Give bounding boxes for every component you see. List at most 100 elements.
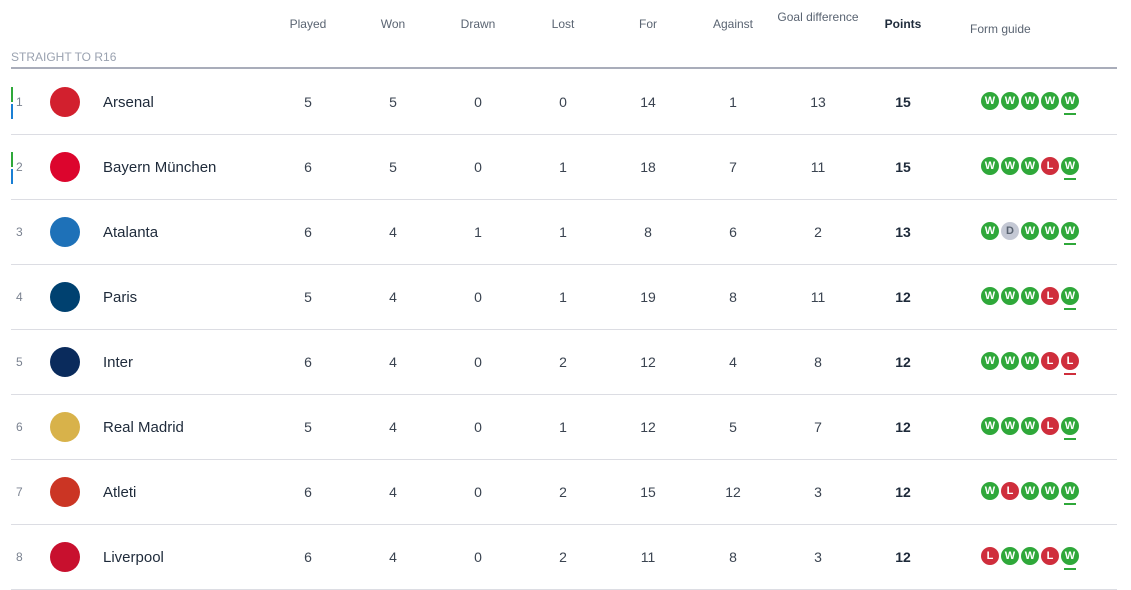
form-result-win[interactable]: W	[1061, 157, 1079, 180]
table-row[interactable]: 7 Atleti 6 4 0 2 15 12 3 12 W L W W W	[11, 460, 1117, 525]
team-name[interactable]: Inter	[103, 354, 134, 371]
team-name[interactable]: Paris	[103, 289, 138, 306]
qualification-marker-green	[11, 87, 13, 102]
table-row[interactable]: 2 Bayern München 6 5 0 1 18 7 11 15 W W W L W	[11, 135, 1117, 200]
header-goal-difference: Goal difference	[777, 10, 859, 24]
table-row[interactable]: 3 Atalanta 6 4 1 1 8 6 2 13 W D W W W	[11, 200, 1117, 265]
section-divider	[11, 67, 1117, 69]
form-result-win[interactable]: W	[1021, 92, 1039, 110]
played-value: 5	[304, 289, 312, 305]
form-result-win[interactable]: W	[1061, 287, 1079, 310]
position: 7	[16, 485, 23, 499]
form-result-win[interactable]: W	[1061, 417, 1079, 440]
header-drawn: Drawn	[460, 17, 496, 31]
form-result-win[interactable]: W	[1021, 547, 1039, 565]
form-result-win[interactable]: W	[981, 417, 999, 435]
played-value: 6	[304, 354, 312, 370]
form-result-loss[interactable]: L	[1041, 352, 1059, 370]
form-result-win[interactable]: W	[1021, 482, 1039, 500]
form-result-win[interactable]: W	[1021, 222, 1039, 240]
points-value: 15	[895, 159, 911, 175]
team-name[interactable]: Atalanta	[103, 224, 159, 241]
played-value: 6	[304, 224, 312, 240]
table-row[interactable]: 5 Inter 6 4 0 2 12 4 8 12 W W W L L	[11, 330, 1117, 395]
against-value: 4	[729, 354, 737, 370]
gd-value: 3	[814, 484, 822, 500]
form-result-win[interactable]: W	[981, 157, 999, 175]
team-name[interactable]: Arsenal	[103, 94, 154, 111]
form-result-win[interactable]: W	[1021, 287, 1039, 305]
form-result-loss[interactable]: L	[1041, 417, 1059, 435]
for-value: 18	[640, 159, 656, 175]
points-value: 12	[895, 549, 911, 565]
drawn-value: 0	[474, 289, 482, 305]
played-value: 6	[304, 159, 312, 175]
gd-value: 8	[814, 354, 822, 370]
form-result-win[interactable]: W	[1061, 222, 1079, 245]
psg-crest-icon	[50, 282, 80, 312]
form-result-loss[interactable]: L	[1041, 157, 1059, 175]
section-label: STRAIGHT TO R16	[11, 50, 117, 64]
form-result-draw[interactable]: D	[1001, 222, 1019, 240]
gd-value: 7	[814, 419, 822, 435]
against-value: 5	[729, 419, 737, 435]
form-result-win[interactable]: W	[981, 287, 999, 305]
form-result-win[interactable]: W	[981, 222, 999, 240]
form-result-win[interactable]: W	[1001, 417, 1019, 435]
won-value: 5	[389, 159, 397, 175]
form-result-loss[interactable]: L	[1041, 287, 1059, 305]
form-result-win[interactable]: W	[1001, 157, 1019, 175]
form-result-win[interactable]: W	[1021, 417, 1039, 435]
won-value: 4	[389, 549, 397, 565]
form-result-win[interactable]: W	[1001, 92, 1019, 110]
drawn-value: 1	[474, 224, 482, 240]
gd-value: 2	[814, 224, 822, 240]
position: 3	[16, 225, 23, 239]
played-value: 6	[304, 484, 312, 500]
form-result-loss[interactable]: L	[1001, 482, 1019, 500]
form-result-win[interactable]: W	[981, 92, 999, 110]
form-result-win[interactable]: W	[1001, 352, 1019, 370]
drawn-value: 0	[474, 159, 482, 175]
form-result-win[interactable]: W	[1061, 482, 1079, 505]
form-result-win[interactable]: W	[1061, 547, 1079, 570]
form-result-win[interactable]: W	[1041, 92, 1059, 110]
points-value: 12	[895, 484, 911, 500]
form-result-loss[interactable]: L	[1061, 352, 1079, 375]
against-value: 8	[729, 549, 737, 565]
team-name[interactable]: Liverpool	[103, 549, 164, 566]
form-result-loss[interactable]: L	[981, 547, 999, 565]
team-name[interactable]: Bayern München	[103, 159, 217, 176]
table-row[interactable]: 8 Liverpool 6 4 0 2 11 8 3 12 L W W L W	[11, 525, 1117, 590]
form-result-win[interactable]: W	[1061, 92, 1079, 115]
position: 8	[16, 550, 23, 564]
form-result-win[interactable]: W	[1001, 547, 1019, 565]
form-result-win[interactable]: W	[1021, 352, 1039, 370]
form-result-loss[interactable]: L	[1041, 547, 1059, 565]
team-name[interactable]: Atleti	[103, 484, 137, 501]
form-result-win[interactable]: W	[1041, 222, 1059, 240]
table-row[interactable]: 4 Paris 5 4 0 1 19 8 11 12 W W W L W	[11, 265, 1117, 330]
form-result-win[interactable]: W	[1021, 157, 1039, 175]
bayern-crest-icon	[50, 152, 80, 182]
lost-value: 2	[559, 484, 567, 500]
won-value: 4	[389, 289, 397, 305]
form-result-win[interactable]: W	[981, 482, 999, 500]
form-result-win[interactable]: W	[1001, 287, 1019, 305]
form-result-win[interactable]: W	[981, 352, 999, 370]
real-madrid-crest-icon	[50, 412, 80, 442]
gd-value: 11	[810, 159, 826, 175]
drawn-value: 0	[474, 419, 482, 435]
gd-value: 3	[814, 549, 822, 565]
lost-value: 1	[559, 159, 567, 175]
lost-value: 0	[559, 94, 567, 110]
table-row[interactable]: 6 Real Madrid 5 4 0 1 12 5 7 12 W W W L W	[11, 395, 1117, 460]
lost-value: 2	[559, 354, 567, 370]
table-row[interactable]: 1 Arsenal 5 5 0 0 14 1 13 15 W W W W W	[11, 70, 1117, 135]
form-result-win[interactable]: W	[1041, 482, 1059, 500]
team-name[interactable]: Real Madrid	[103, 419, 184, 436]
